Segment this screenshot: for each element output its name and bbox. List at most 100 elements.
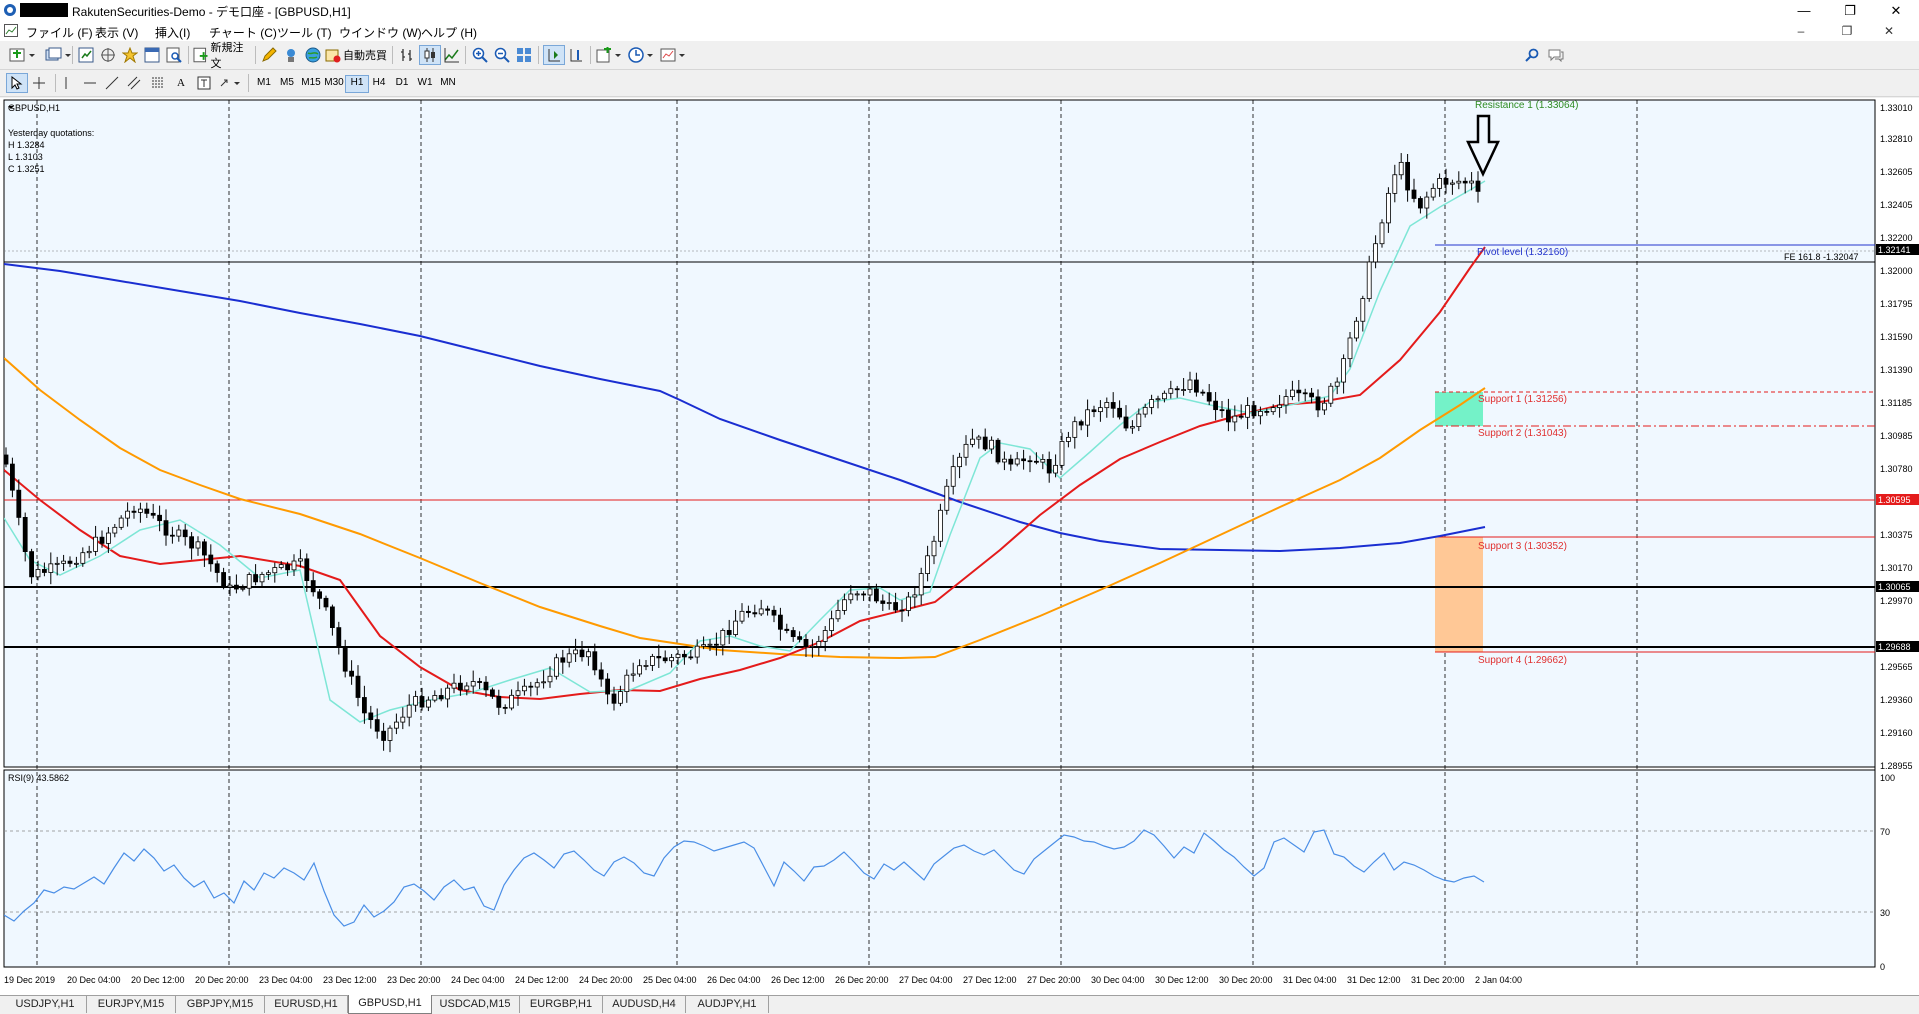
menu-tools[interactable]: ツール (T) (277, 26, 332, 40)
mdi-close-button[interactable]: ✕ (1883, 24, 1895, 38)
bar-chart-button[interactable] (397, 45, 417, 65)
candle-body (970, 438, 975, 445)
tab-audusd-h4[interactable]: AUDUSD,H4 (603, 996, 686, 1013)
text-label-button[interactable] (194, 73, 214, 93)
candle-body (534, 682, 540, 688)
timeframe-m1[interactable]: M1 (257, 77, 271, 88)
menu-help[interactable]: ヘルプ (H) (421, 26, 477, 40)
timeframe-h1[interactable]: H1 (345, 75, 369, 93)
crosshair-button[interactable] (29, 73, 49, 93)
search-button[interactable] (1522, 45, 1542, 65)
tab-eurusd-h1[interactable]: EURUSD,H1 (265, 996, 348, 1013)
menu-window[interactable]: ウインドウ (W) (339, 26, 422, 40)
main-chart-pane[interactable] (3, 99, 1876, 768)
chart-window-icon[interactable] (4, 24, 18, 37)
zoom-out-icon (494, 47, 510, 63)
chart-shift-button[interactable] (566, 45, 586, 65)
bar-chart-icon (401, 49, 412, 61)
fibonacci-button[interactable] (148, 73, 168, 93)
magnifier-chart-icon (166, 47, 182, 63)
arrows-button[interactable] (218, 73, 244, 93)
minimize-button[interactable]: — (1797, 3, 1811, 18)
cursor-button[interactable] (6, 73, 28, 93)
vertical-line-button[interactable] (58, 73, 74, 93)
candle-body (1450, 182, 1455, 185)
indicators-icon (596, 47, 621, 63)
timeframe-w1[interactable]: W1 (417, 77, 433, 88)
tab-eurjpy-m15[interactable]: EURJPY,M15 (87, 996, 176, 1013)
menu-file[interactable]: ファイル (F) (26, 26, 93, 40)
mdi-restore-button[interactable]: ❐ (1841, 24, 1853, 38)
text-tool-button[interactable]: A (177, 77, 185, 89)
tile-windows-button[interactable] (514, 45, 534, 65)
market-button[interactable] (303, 45, 323, 65)
indicators-button[interactable] (595, 45, 625, 65)
chart-svg[interactable]: Resistance 1 (1.33064) Pivot level (1.32… (0, 98, 1919, 995)
periodicity-button[interactable] (627, 45, 657, 65)
crosshair-icon (33, 77, 45, 89)
tab-usdcad-m15[interactable]: USDCAD,M15 (431, 996, 520, 1013)
tab-eurgbp-h1[interactable]: EURGBP,H1 (520, 996, 603, 1013)
timeframe-m30[interactable]: M30 (324, 77, 344, 88)
text-label-icon (197, 76, 211, 90)
signals-button[interactable] (281, 45, 301, 65)
candle-body (1053, 464, 1058, 474)
time-label: 27 Dec 04:00 (899, 975, 953, 985)
candle-body (35, 569, 41, 578)
trendline-button[interactable] (102, 73, 122, 93)
tab-audjpy-h1[interactable]: AUDJPY,H1 (686, 996, 769, 1013)
price-tick: 1.31390 (1880, 365, 1913, 375)
zoom-in-button[interactable] (470, 45, 490, 65)
time-label: 31 Dec 20:00 (1411, 975, 1465, 985)
tab-usdjpy-h1[interactable]: USDJPY,H1 (4, 996, 87, 1013)
market-watch-button[interactable] (76, 45, 96, 65)
support-zone-orange (1435, 537, 1483, 652)
yesterday-low: L 1.3103 (8, 152, 43, 162)
close-button[interactable]: ✕ (1890, 3, 1902, 18)
chat-icon (1548, 49, 1564, 62)
meta-editor-button[interactable] (259, 45, 279, 65)
timeframe-d1[interactable]: D1 (395, 77, 409, 88)
zoom-out-button[interactable] (492, 45, 512, 65)
candle-body (1290, 389, 1295, 397)
chart-autoscroll-button[interactable] (543, 45, 565, 65)
strategy-tester-button[interactable] (164, 45, 184, 65)
candle-body (1117, 407, 1122, 418)
horizontal-line-button[interactable] (80, 73, 100, 93)
timeframe-mn[interactable]: MN (440, 77, 456, 88)
menu-insert[interactable]: 挿入(I) (155, 26, 191, 40)
new-chart-button[interactable] (8, 45, 38, 65)
navigator-button[interactable] (120, 45, 140, 65)
menu-view[interactable]: 表示 (V) (95, 26, 139, 40)
data-window-button[interactable] (98, 45, 118, 65)
timeframe-m15[interactable]: M15 (301, 77, 321, 88)
auto-trading-button[interactable]: 自動売買 (325, 45, 387, 65)
menu-chart[interactable]: チャート (C) (209, 26, 277, 40)
terminal-button[interactable] (142, 45, 162, 65)
chart-window[interactable]: Resistance 1 (1.33064) Pivot level (1.32… (0, 98, 1919, 995)
line-chart-button[interactable] (442, 45, 462, 65)
price-tick: 1.30985 (1880, 431, 1913, 441)
candle-body (137, 508, 143, 513)
time-label: 2 Jan 04:00 (1475, 975, 1522, 985)
candle-body (4, 454, 9, 465)
price-tick: 1.31795 (1880, 299, 1913, 309)
candle-body (48, 563, 54, 573)
symbol-dropdown-icon[interactable] (8, 106, 14, 109)
mdi-minimize-button[interactable]: – (1797, 24, 1805, 38)
candle-body (406, 704, 412, 718)
timeframe-m5[interactable]: M5 (280, 77, 294, 88)
timeframe-h4[interactable]: H4 (372, 77, 386, 88)
profiles-button[interactable] (44, 45, 74, 65)
time-label: 30 Dec 20:00 (1219, 975, 1273, 985)
candlestick-chart-button[interactable] (419, 45, 441, 65)
tab-gbpjpy-m15[interactable]: GBPJPY,M15 (176, 996, 265, 1013)
templates-button[interactable] (659, 45, 689, 65)
chat-button[interactable] (1546, 45, 1566, 65)
candle-body (1181, 389, 1186, 391)
candle-body (201, 541, 207, 556)
restore-button[interactable]: ❐ (1844, 3, 1856, 18)
new-order-button[interactable]: 新規注文 (193, 42, 253, 70)
channel-button[interactable] (124, 73, 144, 93)
tab-gbpusd-h1[interactable]: GBPUSD,H1 (348, 995, 432, 1014)
